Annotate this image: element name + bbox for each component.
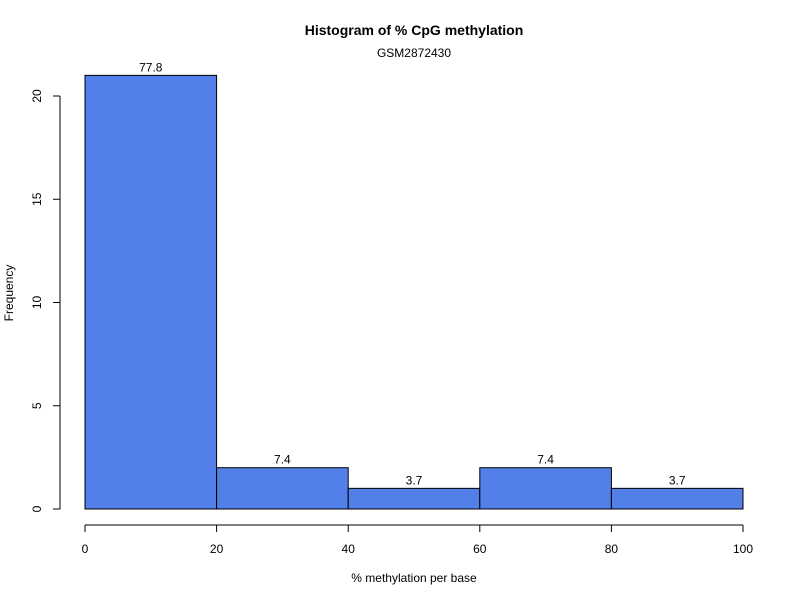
chart-subtitle: GSM2872430 — [377, 46, 451, 60]
histogram-bar — [216, 467, 349, 510]
x-tick-label: 40 — [342, 542, 356, 556]
histogram-bar — [610, 487, 744, 510]
y-axis-label: Frequency — [2, 265, 16, 322]
data-labels-layer: 77.8 7.4 3.7 7.4 3.7 — [139, 60, 686, 487]
x-axis: 0 20 40 60 80 100 — [82, 524, 753, 556]
bar-data-label: 77.8 — [139, 60, 163, 74]
bar-data-label: 7.4 — [274, 453, 291, 467]
bar-data-label: 3.7 — [669, 473, 686, 487]
x-tick-label: 60 — [473, 542, 487, 556]
bars-layer — [84, 74, 744, 510]
x-tick-label: 20 — [210, 542, 224, 556]
histogram-bar — [84, 74, 218, 510]
y-tick-label: 10 — [30, 296, 44, 310]
bar-data-label: 3.7 — [406, 473, 423, 487]
x-tick-label: 0 — [82, 542, 89, 556]
y-tick-label: 20 — [30, 89, 44, 103]
chart-title: Histogram of % CpG methylation — [305, 22, 524, 38]
x-axis-label: % methylation per base — [351, 571, 477, 585]
x-tick-label: 100 — [733, 542, 753, 556]
y-tick-label: 0 — [30, 505, 44, 512]
y-tick-label: 15 — [30, 192, 44, 206]
y-axis: 0 5 10 15 20 — [30, 89, 61, 512]
y-tick-label: 5 — [30, 402, 44, 409]
x-tick-label: 80 — [605, 542, 619, 556]
bar-data-label: 7.4 — [537, 453, 554, 467]
histogram-bar — [479, 467, 612, 510]
histogram-bar — [347, 487, 481, 510]
